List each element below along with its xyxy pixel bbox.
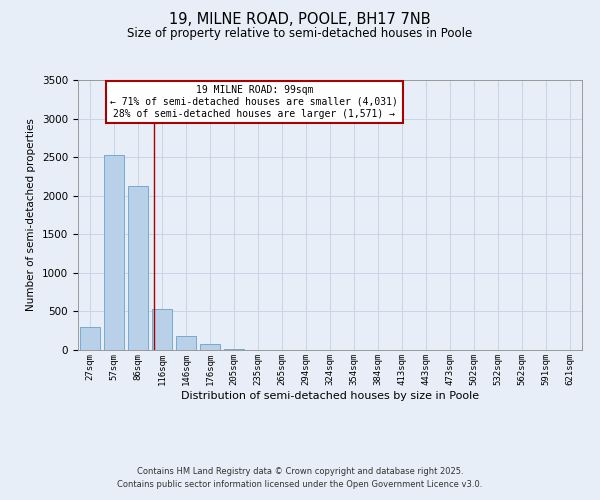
Text: Contains public sector information licensed under the Open Government Licence v3: Contains public sector information licen… [118, 480, 482, 489]
Text: Contains HM Land Registry data © Crown copyright and database right 2025.: Contains HM Land Registry data © Crown c… [137, 467, 463, 476]
Bar [176, 336, 196, 350]
X-axis label: Distribution of semi-detached houses by size in Poole: Distribution of semi-detached houses by … [181, 390, 479, 400]
Y-axis label: Number of semi-detached properties: Number of semi-detached properties [26, 118, 37, 312]
Bar [224, 349, 244, 350]
Bar [128, 186, 148, 350]
Bar [152, 309, 172, 350]
Bar [80, 327, 100, 350]
Bar [200, 344, 220, 350]
Text: 19, MILNE ROAD, POOLE, BH17 7NB: 19, MILNE ROAD, POOLE, BH17 7NB [169, 12, 431, 28]
Text: Size of property relative to semi-detached houses in Poole: Size of property relative to semi-detach… [127, 28, 473, 40]
Text: 19 MILNE ROAD: 99sqm
← 71% of semi-detached houses are smaller (4,031)
28% of se: 19 MILNE ROAD: 99sqm ← 71% of semi-detac… [110, 86, 398, 118]
Bar [104, 155, 124, 350]
